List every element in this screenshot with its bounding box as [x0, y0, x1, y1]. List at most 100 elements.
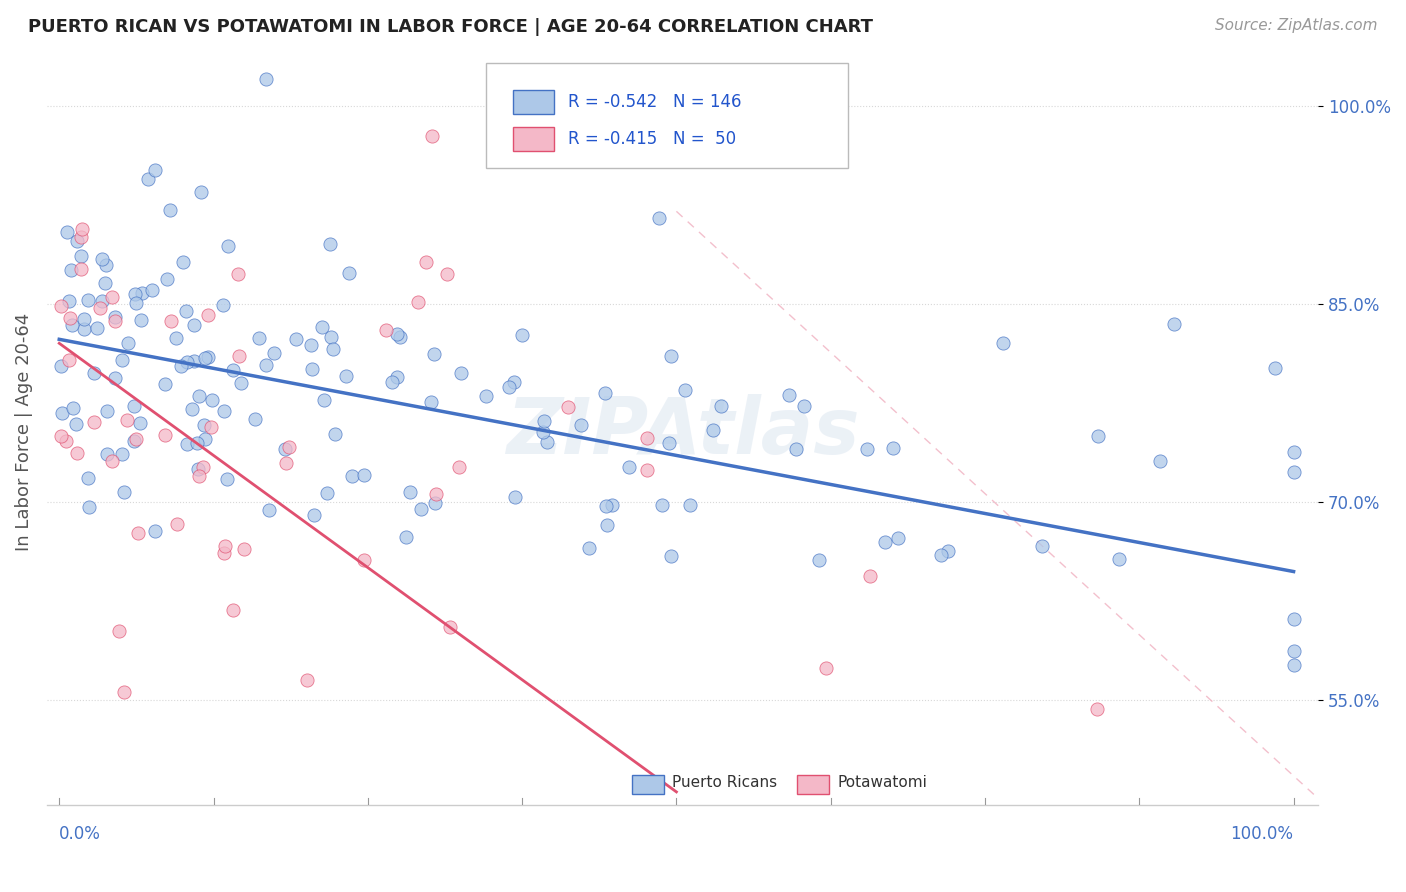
Point — [323, 426, 346, 441]
Point — [125, 433, 148, 447]
Point — [886, 531, 908, 545]
Point — [197, 308, 219, 322]
Point — [172, 255, 194, 269]
FancyBboxPatch shape — [485, 63, 848, 168]
Point — [70, 230, 93, 244]
Point — [423, 347, 446, 361]
Point — [322, 342, 344, 356]
Point — [226, 267, 249, 281]
Point — [193, 417, 215, 432]
Point — [1282, 444, 1305, 458]
Point — [194, 351, 217, 365]
Point — [617, 459, 640, 474]
Point — [186, 436, 208, 450]
Point — [62, 401, 84, 415]
Point — [510, 327, 533, 342]
Point — [170, 359, 193, 373]
Point — [475, 389, 498, 403]
Point — [875, 535, 897, 549]
Point — [86, 321, 108, 335]
Text: Puerto Ricans: Puerto Ricans — [672, 775, 778, 790]
Point — [337, 266, 360, 280]
Point — [83, 366, 105, 380]
Point — [299, 338, 322, 352]
Point — [936, 544, 959, 558]
Point — [188, 389, 211, 403]
Point — [200, 420, 222, 434]
Point — [96, 258, 118, 272]
FancyBboxPatch shape — [513, 90, 554, 113]
Text: Source: ZipAtlas.com: Source: ZipAtlas.com — [1215, 18, 1378, 33]
Point — [214, 539, 236, 553]
Point — [60, 318, 83, 332]
Point — [59, 311, 82, 326]
Point — [651, 498, 673, 512]
Point — [55, 434, 77, 448]
Point — [274, 442, 297, 456]
Point — [593, 386, 616, 401]
Point — [381, 375, 404, 389]
Point — [194, 432, 217, 446]
Point — [1264, 361, 1286, 376]
Point — [319, 329, 342, 343]
Point — [49, 299, 72, 313]
Point — [77, 293, 100, 307]
Point — [1031, 540, 1053, 554]
Point — [94, 276, 117, 290]
Point — [58, 353, 80, 368]
Point — [176, 437, 198, 451]
Point — [136, 172, 159, 186]
Point — [183, 318, 205, 333]
Point — [636, 463, 658, 477]
Point — [143, 524, 166, 538]
Point — [498, 379, 520, 393]
Point — [211, 298, 233, 312]
Point — [254, 72, 277, 87]
FancyBboxPatch shape — [631, 775, 664, 794]
Point — [125, 296, 148, 310]
Point — [335, 368, 357, 383]
Point — [449, 459, 471, 474]
Point — [254, 358, 277, 372]
Point — [569, 418, 592, 433]
Point — [180, 401, 202, 416]
Point — [533, 414, 555, 428]
Point — [1085, 702, 1108, 716]
Point — [814, 661, 837, 675]
FancyBboxPatch shape — [797, 775, 828, 794]
Point — [90, 252, 112, 267]
Point — [503, 490, 526, 504]
Point — [166, 517, 188, 532]
Point — [60, 262, 83, 277]
Point — [1163, 317, 1185, 331]
Text: R = -0.415   N =  50: R = -0.415 N = 50 — [568, 130, 737, 148]
Point — [385, 326, 408, 341]
Point — [111, 353, 134, 368]
Point — [284, 332, 307, 346]
Point — [531, 425, 554, 439]
Point — [51, 406, 73, 420]
Point — [419, 395, 441, 409]
Point — [394, 530, 416, 544]
Point — [91, 294, 114, 309]
Text: ZIPAtlas: ZIPAtlas — [506, 394, 859, 470]
Point — [1282, 465, 1305, 479]
Point — [217, 238, 239, 252]
Point — [648, 211, 671, 226]
Point — [276, 456, 298, 470]
Point — [398, 485, 420, 500]
Point — [155, 376, 177, 391]
Point — [785, 442, 807, 456]
Point — [856, 442, 879, 456]
Point — [72, 311, 94, 326]
Point — [247, 330, 270, 344]
Point — [342, 468, 364, 483]
FancyBboxPatch shape — [513, 128, 554, 152]
Point — [66, 445, 89, 459]
Point — [131, 285, 153, 300]
Point — [127, 525, 149, 540]
Point — [319, 237, 342, 252]
Point — [83, 415, 105, 429]
Point — [117, 413, 139, 427]
Point — [301, 362, 323, 376]
